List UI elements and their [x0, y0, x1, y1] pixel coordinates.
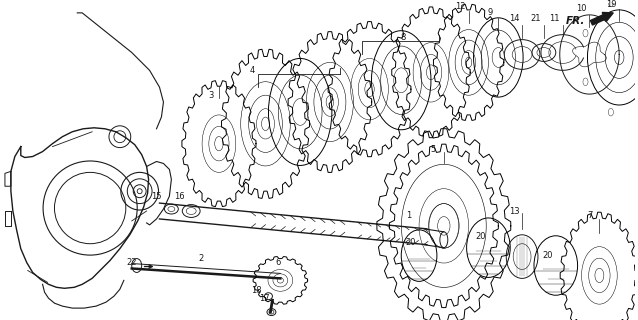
Text: 20: 20: [542, 251, 553, 260]
Text: 6: 6: [276, 258, 281, 267]
Text: 17: 17: [259, 294, 270, 303]
Text: 13: 13: [509, 206, 519, 215]
Text: 2: 2: [198, 254, 204, 263]
Text: 9: 9: [488, 8, 493, 17]
Text: 3: 3: [209, 91, 214, 100]
Text: 10: 10: [576, 4, 587, 13]
Text: 5: 5: [430, 145, 436, 154]
Text: 4: 4: [250, 66, 255, 75]
Text: 22: 22: [126, 258, 137, 267]
FancyArrow shape: [590, 12, 613, 25]
Text: 15: 15: [151, 192, 162, 201]
Text: 7: 7: [588, 212, 593, 220]
Text: 12: 12: [456, 3, 466, 12]
Text: 1: 1: [406, 212, 412, 220]
Text: 18: 18: [251, 286, 262, 295]
Text: FR.: FR.: [566, 16, 586, 26]
Text: 20: 20: [475, 232, 486, 241]
Text: 14: 14: [509, 14, 519, 23]
Text: 8: 8: [401, 33, 406, 42]
Text: 11: 11: [549, 14, 560, 23]
Text: 20: 20: [406, 238, 417, 247]
Text: 19: 19: [606, 0, 616, 10]
Text: 16: 16: [174, 192, 184, 201]
Text: 21: 21: [531, 14, 541, 23]
